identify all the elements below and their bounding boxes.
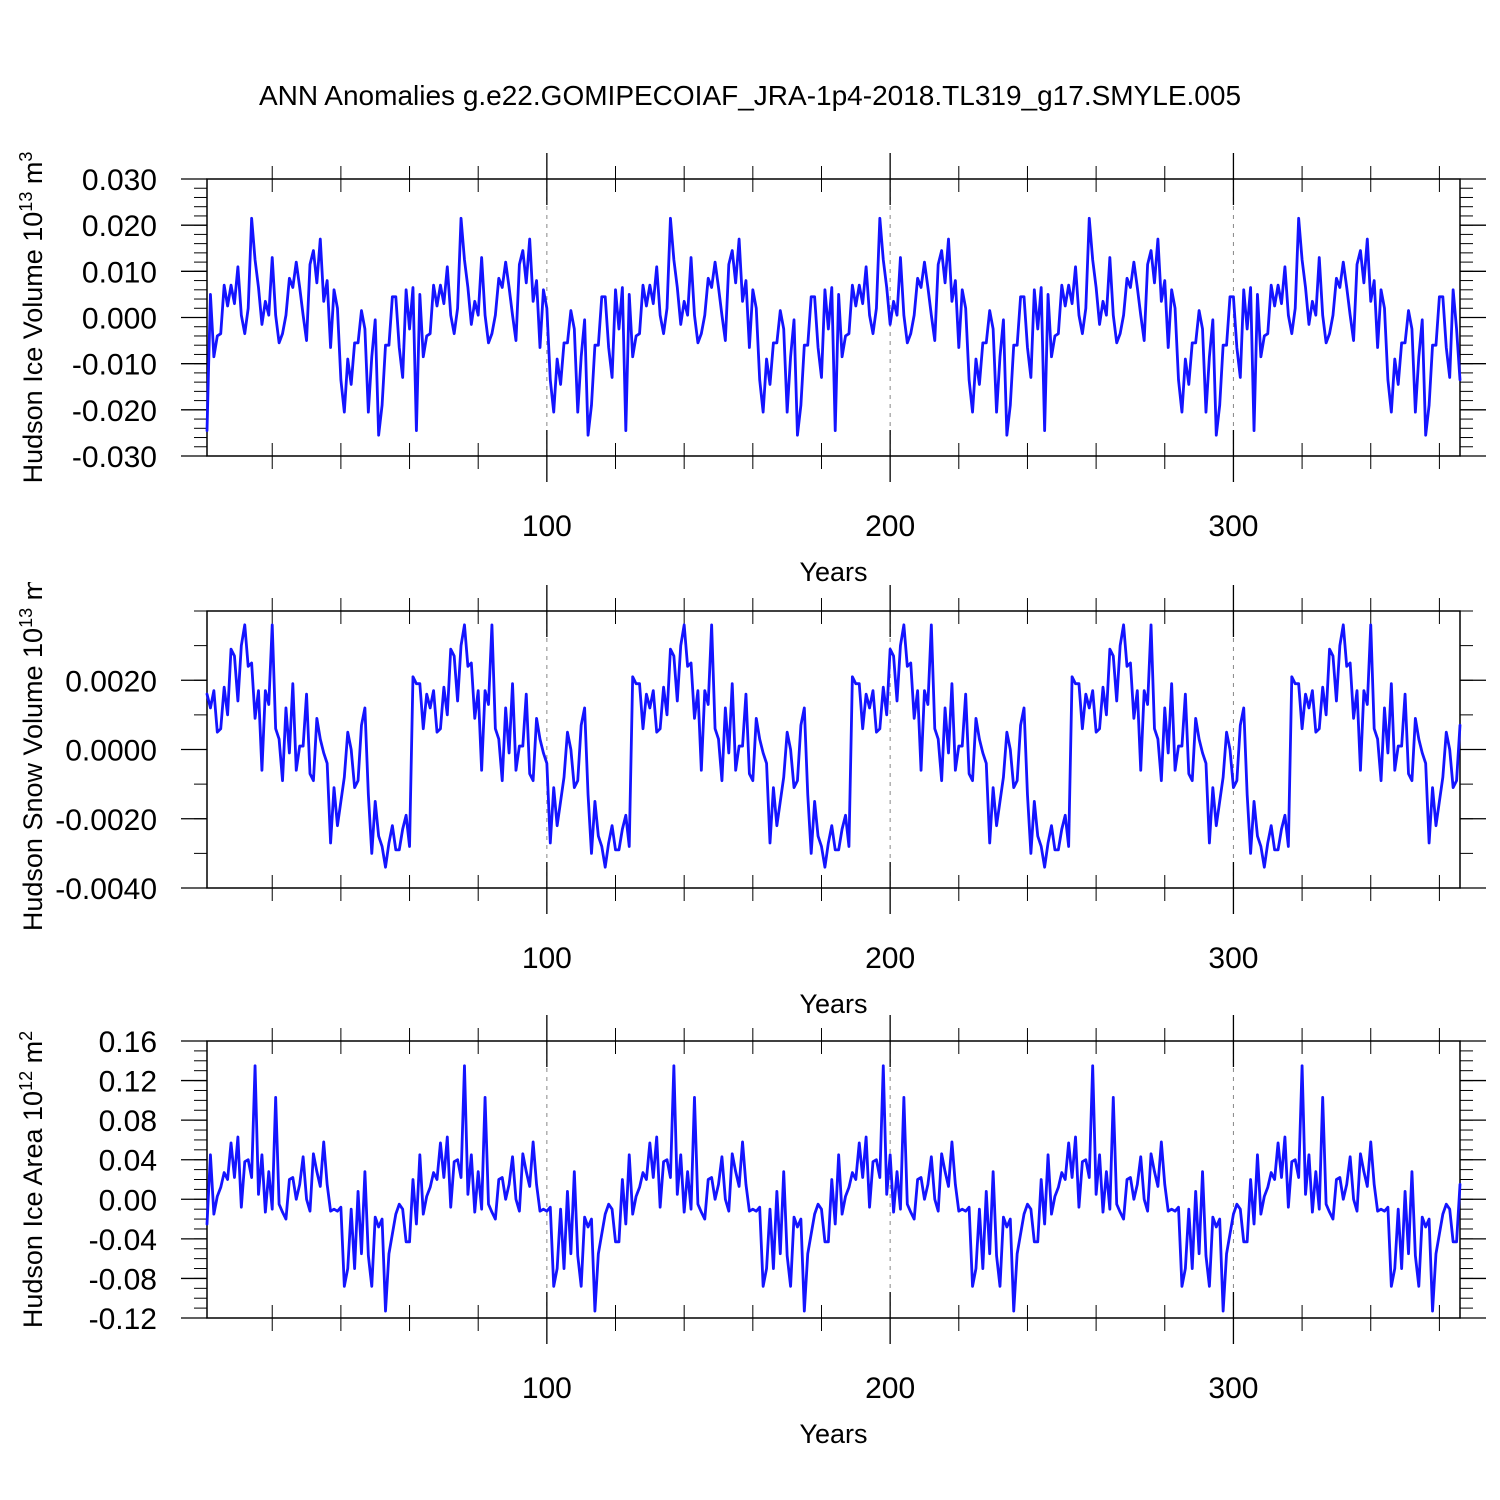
y-tick-label: -0.030 (72, 441, 157, 474)
panel-snow-volume: -0.0040 -0.0020 0.0000 0.0020 100 200 300 Years… (16, 582, 1486, 1019)
y-tick-label: 0.000 (82, 303, 157, 336)
y-tick-label: -0.0040 (55, 873, 157, 906)
y-tick-label: 0.04 (99, 1145, 157, 1178)
x-axis-label: Years (799, 1419, 867, 1449)
y-tick-label: -0.08 (89, 1263, 157, 1296)
snow-volume-plot: -0.0040 -0.0020 0.0000 0.0020 100 200 300 Years… (16, 582, 1486, 1019)
x-tick-label: 300 (1208, 942, 1258, 975)
y-tick-label: 0.020 (82, 210, 157, 243)
ice-area-plot: -0.12 -0.08 -0.04 0.00 0.04 0.08 0.12 0.16 100 20… (16, 1015, 1486, 1449)
series-line-hudson-ice-area-10 (205, 1064, 1462, 1313)
y-tick-label: 0.12 (99, 1066, 157, 1099)
y-tick-label: 0.0000 (65, 735, 157, 768)
y-tick-label: 0.010 (82, 256, 157, 289)
y-tick-label: 0.00 (99, 1184, 157, 1217)
x-tick-label: 200 (865, 942, 915, 975)
x-tick-label: 100 (522, 942, 572, 975)
y-tick-label: -0.04 (89, 1224, 157, 1257)
y-axis-label: Hudson Snow Volume 1013 m3 (16, 582, 48, 931)
y-axis-label: Hudson Ice Volume 1013 m3 (16, 152, 48, 484)
plot-frame (206, 1040, 1461, 1319)
y-tick-label: -0.12 (89, 1303, 157, 1336)
figure-title: ANN Anomalies g.e22.GOMIPECOIAF_JRA-1p4-… (258, 80, 1242, 111)
x-axis-label: Years (799, 557, 867, 587)
x-tick-label: 100 (522, 510, 572, 543)
x-tick-label: 200 (865, 1372, 915, 1405)
x-tick-label: 100 (522, 1372, 572, 1405)
y-tick-label: 0.08 (99, 1105, 157, 1138)
x-tick-label: 300 (1208, 510, 1258, 543)
series-line-hudson-ice-volume-10 (205, 216, 1462, 437)
y-tick-label: -0.010 (72, 349, 157, 382)
ice-volume-plot: -0.030 -0.020 -0.010 0.000 0.010 0.020 0.030 10… (16, 152, 1486, 587)
x-tick-label: 200 (865, 510, 915, 543)
x-axis-label: Years (799, 989, 867, 1019)
x-tick-label: 300 (1208, 1372, 1258, 1405)
panel-ice-area: -0.12 -0.08 -0.04 0.00 0.04 0.08 0.12 0.16 100 20… (16, 1015, 1486, 1449)
y-tick-label: 0.16 (99, 1026, 157, 1059)
panel-ice-volume: -0.030 -0.020 -0.010 0.000 0.010 0.020 0.030 10… (16, 152, 1486, 587)
y-tick-label: 0.030 (82, 164, 157, 197)
y-tick-label: -0.020 (72, 395, 157, 428)
y-axis-label: Hudson Ice Area 1012 m2 (16, 1031, 48, 1328)
y-tick-label: 0.0020 (65, 665, 157, 698)
y-tick-label: -0.0020 (55, 804, 157, 837)
series-line-hudson-snow-volume-10 (205, 623, 1462, 869)
